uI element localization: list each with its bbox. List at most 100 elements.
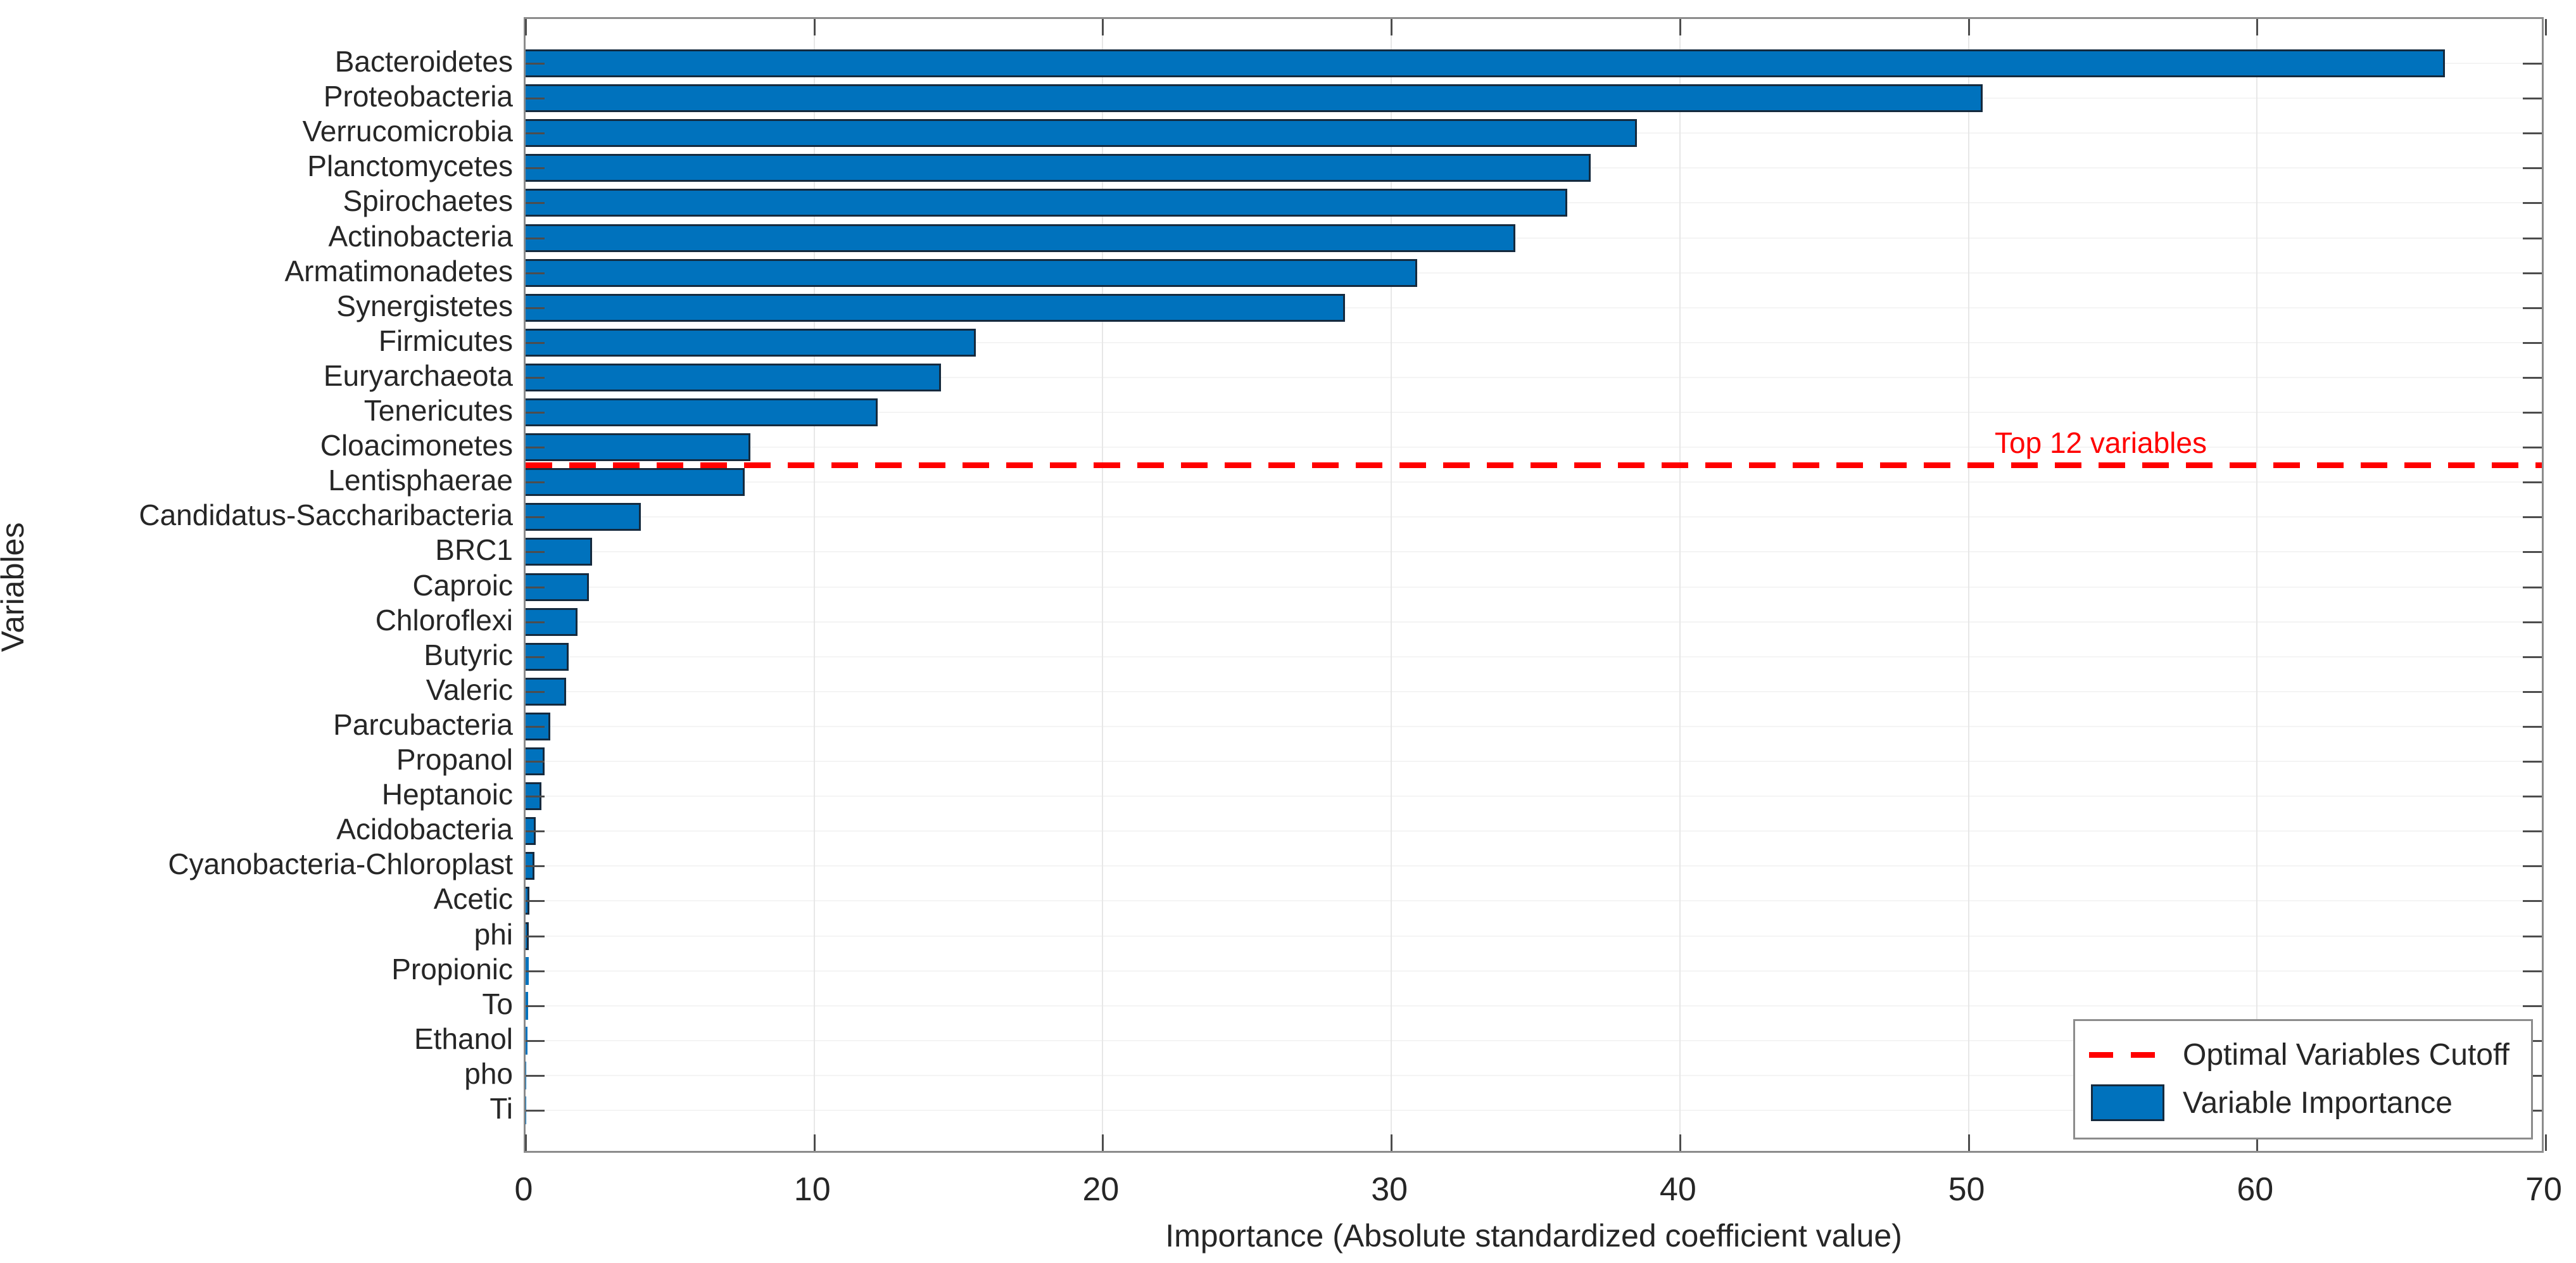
h-gridline bbox=[526, 1110, 2542, 1111]
category-label-Acidobacteria: Acidobacteria bbox=[336, 813, 513, 846]
category-label-Verrucomicrobia: Verrucomicrobia bbox=[302, 115, 513, 148]
y-tick-mark bbox=[526, 167, 545, 170]
y-tick-mark bbox=[526, 412, 545, 414]
y-tick-mark-right bbox=[2523, 725, 2542, 728]
y-tick-mark-right bbox=[2523, 970, 2542, 972]
category-label-Parcubacteria: Parcubacteria bbox=[333, 708, 513, 741]
category-label-Acetic: Acetic bbox=[433, 882, 513, 916]
x-tick-mark-top bbox=[2256, 19, 2259, 35]
category-label-Planctomycetes: Planctomycetes bbox=[307, 149, 513, 183]
h-gridline bbox=[526, 237, 2542, 239]
category-label-pho: pho bbox=[464, 1057, 513, 1090]
y-tick-mark bbox=[526, 761, 545, 763]
y-tick-mark-right bbox=[2523, 132, 2542, 135]
h-gridline bbox=[526, 586, 2542, 588]
h-gridline bbox=[526, 481, 2542, 483]
h-gridline bbox=[526, 412, 2542, 413]
category-label-Caproic: Caproic bbox=[412, 568, 513, 602]
y-tick-mark-right bbox=[2523, 237, 2542, 239]
h-gridline bbox=[526, 656, 2542, 657]
category-label-Propionic: Propionic bbox=[391, 952, 513, 986]
h-gridline bbox=[526, 970, 2542, 972]
importance-bar-Armatimonadetes bbox=[526, 258, 1418, 287]
v-gridline bbox=[1967, 19, 1969, 1151]
legend-item-importance: Variable Importance bbox=[2089, 1084, 2517, 1122]
y-tick-mark-right bbox=[2523, 98, 2542, 100]
y-tick-mark bbox=[526, 830, 545, 833]
h-gridline bbox=[526, 376, 2542, 378]
y-tick-mark bbox=[526, 202, 545, 205]
h-gridline bbox=[526, 1074, 2542, 1076]
x-tick-mark-top bbox=[525, 19, 527, 35]
y-tick-mark bbox=[526, 865, 545, 868]
legend-label-importance: Variable Importance bbox=[2183, 1086, 2453, 1120]
importance-bar-Candidatus-Saccharibacteria bbox=[526, 503, 641, 531]
x-tick-mark-top bbox=[1391, 19, 1393, 35]
x-tick-mark-top bbox=[1102, 19, 1104, 35]
y-tick-mark-right bbox=[2523, 412, 2542, 414]
y-tick-mark bbox=[526, 516, 545, 519]
x-tick-label-60: 60 bbox=[2237, 1171, 2274, 1208]
y-tick-mark bbox=[526, 690, 545, 693]
category-label-Ethanol: Ethanol bbox=[414, 1022, 513, 1055]
x-tick-mark bbox=[2545, 1134, 2547, 1151]
y-tick-mark bbox=[526, 1039, 545, 1042]
h-gridline bbox=[526, 447, 2542, 448]
category-label-Heptanoic: Heptanoic bbox=[381, 778, 513, 811]
cutoff-annotation: Top 12 variables bbox=[1995, 426, 2207, 459]
y-tick-mark-right bbox=[2523, 341, 2542, 344]
category-label-BRC1: BRC1 bbox=[435, 533, 513, 567]
y-tick-mark-right bbox=[2523, 1005, 2542, 1007]
x-tick-label-20: 20 bbox=[1082, 1171, 1120, 1208]
h-gridline bbox=[526, 900, 2542, 902]
y-tick-mark bbox=[526, 970, 545, 972]
y-tick-mark-right bbox=[2523, 865, 2542, 868]
x-tick-label-70: 70 bbox=[2525, 1171, 2562, 1208]
x-tick-mark bbox=[813, 1134, 816, 1151]
importance-bar-Firmicutes bbox=[526, 328, 976, 357]
y-tick-mark-right bbox=[2523, 656, 2542, 658]
v-gridline bbox=[1102, 19, 1104, 1151]
importance-bar-Synergistetes bbox=[526, 293, 1346, 322]
y-tick-mark bbox=[526, 900, 545, 903]
category-label-Butyric: Butyric bbox=[424, 638, 513, 671]
h-gridline bbox=[526, 516, 2542, 518]
category-label-Actinobacteria: Actinobacteria bbox=[328, 219, 514, 253]
y-tick-mark bbox=[526, 1074, 545, 1077]
x-tick-mark bbox=[1679, 1134, 1681, 1151]
y-tick-mark-right bbox=[2523, 796, 2542, 798]
category-label-Euryarchaeota: Euryarchaeota bbox=[323, 359, 513, 392]
y-tick-mark-right bbox=[2523, 481, 2542, 484]
x-tick-mark bbox=[2256, 1134, 2259, 1151]
y-tick-mark bbox=[526, 341, 545, 344]
x-tick-label-10: 10 bbox=[793, 1171, 831, 1208]
x-tick-mark-top bbox=[1679, 19, 1681, 35]
h-gridline bbox=[526, 341, 2542, 343]
plot-area: Top 12 variables Optimal Variables Cutof… bbox=[524, 17, 2547, 1153]
y-tick-mark bbox=[526, 725, 545, 728]
optimal-cutoff-dashed-line bbox=[526, 462, 2542, 468]
importance-bar-Bacteroidetes bbox=[526, 49, 2445, 77]
importance-bar-Actinobacteria bbox=[526, 224, 1516, 252]
y-tick-mark bbox=[526, 98, 545, 100]
x-axis-label: Importance (Absolute standardized coeffi… bbox=[1165, 1218, 1902, 1253]
h-gridline bbox=[526, 935, 2542, 937]
category-label-To: To bbox=[482, 987, 513, 1020]
bar-swatch-icon bbox=[2089, 1084, 2166, 1122]
y-tick-mark-right bbox=[2523, 447, 2542, 449]
y-tick-mark bbox=[526, 376, 545, 379]
x-tick-mark-top bbox=[2545, 19, 2547, 35]
y-tick-mark-right bbox=[2523, 690, 2542, 693]
y-tick-mark bbox=[526, 621, 545, 623]
y-tick-mark-right bbox=[2523, 621, 2542, 623]
category-label-Candidatus-Saccharibacteria: Candidatus-Saccharibacteria bbox=[139, 498, 513, 532]
h-gridline bbox=[526, 796, 2542, 797]
v-gridline bbox=[1391, 19, 1392, 1151]
y-tick-mark bbox=[526, 272, 545, 274]
y-tick-mark-right bbox=[2523, 202, 2542, 205]
category-label-Chloroflexi: Chloroflexi bbox=[375, 603, 513, 637]
y-tick-mark-right bbox=[2523, 830, 2542, 833]
importance-bar-Tenericutes bbox=[526, 398, 878, 426]
category-label-Cyanobacteria-Chloroplast: Cyanobacteria-Chloroplast bbox=[168, 847, 513, 881]
y-tick-mark bbox=[526, 586, 545, 588]
